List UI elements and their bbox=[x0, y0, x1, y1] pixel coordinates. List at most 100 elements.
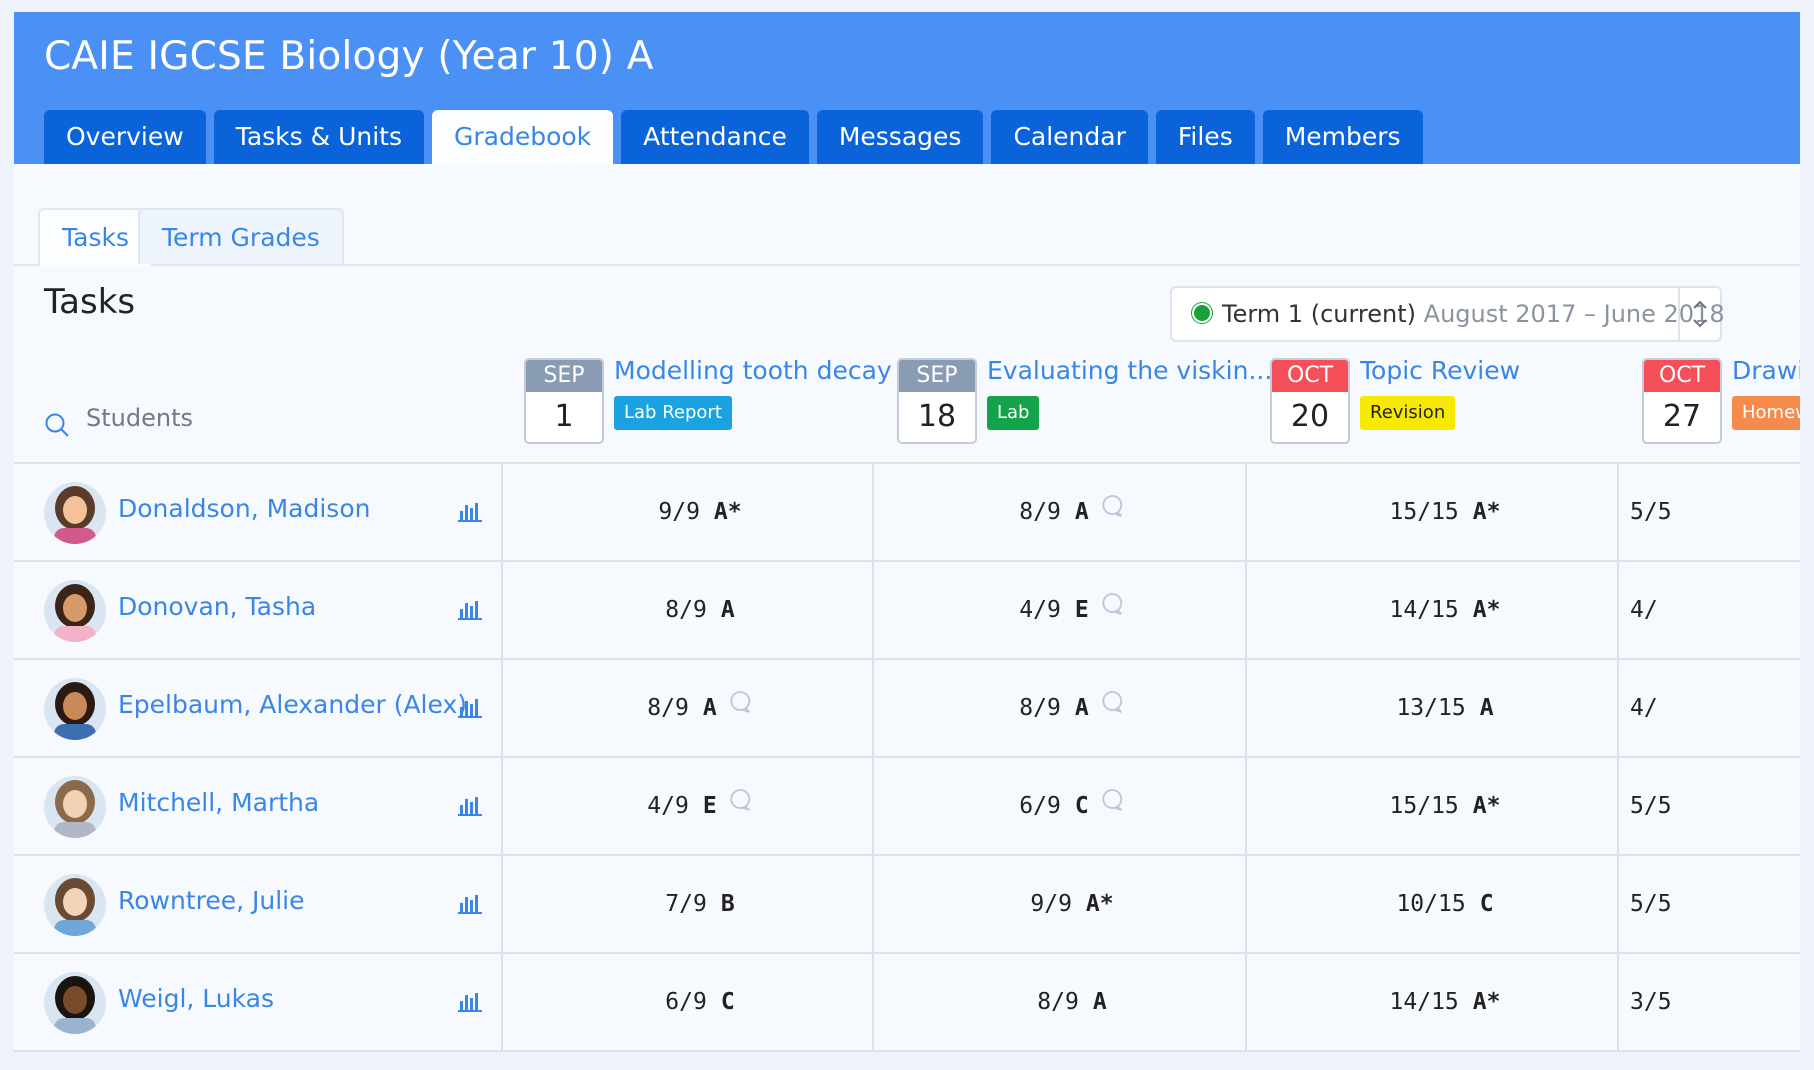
tab-calendar[interactable]: Calendar bbox=[991, 110, 1148, 164]
task-title-link[interactable]: Evaluating the viskin... bbox=[987, 356, 1273, 385]
page-title: CAIE IGCSE Biology (Year 10) A bbox=[44, 34, 654, 79]
table-row: Rowntree, Julie 7/9 B 9/9 A* 10/15 C 5/5 bbox=[14, 856, 1800, 954]
subtab-term-grades[interactable]: Term Grades bbox=[138, 208, 344, 264]
grade-letter: A bbox=[720, 597, 735, 623]
student-name-link[interactable]: Mitchell, Martha bbox=[118, 788, 320, 817]
student-name-link[interactable]: Weigl, Lukas bbox=[118, 984, 275, 1013]
grade-cell[interactable]: 8/9 A bbox=[1019, 464, 1124, 560]
avatar[interactable] bbox=[44, 776, 106, 838]
column-divider bbox=[1617, 464, 1619, 1052]
grade-cell[interactable]: 9/9 A* bbox=[658, 464, 741, 560]
grade-cell[interactable]: 6/9 C bbox=[1019, 758, 1124, 854]
student-name-link[interactable]: Epelbaum, Alexander (Alex) bbox=[118, 690, 467, 719]
grade-cell[interactable]: 14/15 A* bbox=[1390, 562, 1501, 658]
task-type-badge: Homew bbox=[1732, 396, 1800, 430]
task-date-day: 1 bbox=[554, 399, 574, 434]
grade-cell[interactable]: 8/9 A bbox=[665, 562, 734, 658]
grade-cell[interactable]: 5/5 bbox=[1630, 856, 1672, 952]
grade-cell[interactable]: 4/9 E bbox=[1019, 562, 1124, 658]
grade-cell[interactable]: 6/9 C bbox=[665, 954, 734, 1050]
tab-gradebook[interactable]: Gradebook bbox=[432, 110, 614, 164]
term-stepper[interactable] bbox=[1678, 288, 1720, 340]
student-name-link[interactable]: Rowntree, Julie bbox=[118, 886, 305, 915]
comment-icon[interactable] bbox=[729, 757, 753, 853]
comment-icon[interactable] bbox=[1101, 561, 1125, 657]
grade-cell[interactable]: 15/15 A* bbox=[1390, 464, 1501, 560]
task-date: OCT 20 bbox=[1270, 358, 1350, 444]
task-title-link[interactable]: Drawin bbox=[1732, 356, 1800, 385]
bar-chart-icon[interactable] bbox=[458, 600, 482, 624]
grade-cell[interactable]: 3/5 bbox=[1630, 954, 1672, 1050]
grade-letter: E bbox=[1074, 597, 1089, 623]
student-search-input[interactable]: Students bbox=[86, 404, 193, 432]
task-title-link[interactable]: Topic Review bbox=[1360, 356, 1521, 385]
grade-cell[interactable]: 7/9 B bbox=[665, 856, 734, 952]
grade-cell[interactable]: 8/9 A bbox=[1019, 660, 1124, 756]
grade-cell[interactable]: 9/9 A* bbox=[1030, 856, 1113, 952]
bar-chart-icon[interactable] bbox=[458, 796, 482, 820]
grade-letter: C bbox=[1074, 793, 1089, 819]
task-type-badge: Revision bbox=[1360, 396, 1456, 430]
grade-cell[interactable]: 5/5 bbox=[1630, 464, 1672, 560]
avatar[interactable] bbox=[44, 580, 106, 642]
gradebook-subnav: Tasks Term Grades bbox=[14, 164, 1800, 266]
grade-score: 6/9 bbox=[665, 989, 707, 1015]
tab-members[interactable]: Members bbox=[1262, 110, 1423, 164]
bar-chart-icon[interactable] bbox=[458, 502, 482, 526]
grade-score: 7/9 bbox=[665, 891, 707, 917]
avatar[interactable] bbox=[44, 678, 106, 740]
grade-score: 4/ bbox=[1630, 597, 1658, 623]
grade-score: 5/5 bbox=[1630, 793, 1672, 819]
comment-icon[interactable] bbox=[1101, 463, 1125, 559]
student-name-link[interactable]: Donovan, Tasha bbox=[118, 592, 317, 621]
grade-score: 8/9 bbox=[665, 597, 707, 623]
task-date: SEP 18 bbox=[897, 358, 977, 444]
app-window: CAIE IGCSE Biology (Year 10) A Overview … bbox=[14, 12, 1800, 1052]
bar-chart-icon[interactable] bbox=[458, 992, 482, 1016]
bar-chart-icon[interactable] bbox=[458, 894, 482, 918]
search-icon[interactable] bbox=[44, 412, 70, 438]
subtab-tasks[interactable]: Tasks bbox=[38, 208, 153, 266]
grade-cell[interactable]: 15/15 A* bbox=[1390, 758, 1501, 854]
tab-overview[interactable]: Overview bbox=[44, 110, 206, 164]
grade-letter: A* bbox=[1472, 989, 1501, 1015]
student-name-link[interactable]: Donaldson, Madison bbox=[118, 494, 371, 523]
grade-cell[interactable]: 14/15 A* bbox=[1390, 954, 1501, 1050]
tab-tasks-units[interactable]: Tasks & Units bbox=[213, 110, 424, 164]
comment-icon[interactable] bbox=[1101, 659, 1125, 755]
task-date: SEP 1 bbox=[524, 358, 604, 444]
tab-messages[interactable]: Messages bbox=[816, 110, 984, 164]
grade-score: 10/15 bbox=[1396, 891, 1466, 917]
grade-score: 15/15 bbox=[1389, 793, 1459, 819]
comment-icon[interactable] bbox=[729, 659, 753, 755]
tab-attendance[interactable]: Attendance bbox=[621, 110, 809, 164]
comment-icon[interactable] bbox=[1101, 757, 1125, 853]
section-title: Tasks bbox=[44, 282, 136, 322]
grade-letter: A bbox=[1479, 695, 1494, 721]
grade-cell[interactable]: 8/9 A bbox=[647, 660, 752, 756]
grade-cell[interactable]: 8/9 A bbox=[1037, 954, 1106, 1050]
task-title-link[interactable]: Modelling tooth decay bbox=[614, 356, 892, 385]
term-selector[interactable]: Term 1 (current) August 2017 – June 2018 bbox=[1170, 286, 1725, 342]
task-type-badge: Lab Report bbox=[614, 396, 732, 430]
grade-cell[interactable]: 4/ bbox=[1630, 660, 1658, 756]
grade-cell[interactable]: 4/9 E bbox=[647, 758, 752, 854]
term-text: Term 1 (current) August 2017 – June 2018 bbox=[1222, 288, 1725, 340]
grade-cell[interactable]: 4/ bbox=[1630, 562, 1658, 658]
column-divider bbox=[1245, 464, 1247, 1052]
grade-cell[interactable]: 10/15 C bbox=[1396, 856, 1493, 952]
grade-score: 15/15 bbox=[1389, 499, 1459, 525]
grade-cell[interactable]: 5/5 bbox=[1630, 758, 1672, 854]
class-header: CAIE IGCSE Biology (Year 10) A Overview … bbox=[14, 12, 1800, 164]
grade-score: 13/15 bbox=[1396, 695, 1466, 721]
table-row: Donovan, Tasha 8/9 A 4/9 E 14/15 A* 4/ bbox=[14, 562, 1800, 660]
task-type-badge: Lab bbox=[987, 396, 1040, 430]
avatar[interactable] bbox=[44, 972, 106, 1034]
table-row: Epelbaum, Alexander (Alex) 8/9 A 8/9 A 13/15 A… bbox=[14, 660, 1800, 758]
grade-cell[interactable]: 13/15 A bbox=[1396, 660, 1493, 756]
grade-score: 8/9 bbox=[647, 695, 689, 721]
tab-files[interactable]: Files bbox=[1155, 110, 1255, 164]
avatar[interactable] bbox=[44, 874, 106, 936]
bar-chart-icon[interactable] bbox=[458, 698, 482, 722]
avatar[interactable] bbox=[44, 482, 106, 544]
